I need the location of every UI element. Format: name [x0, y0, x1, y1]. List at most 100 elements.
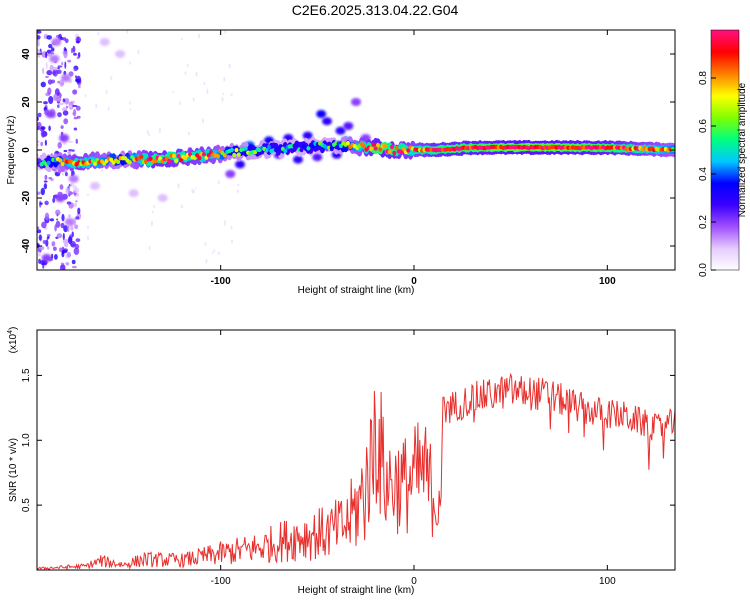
spectrogram-noise-point: [50, 47, 55, 52]
spectrogram-ridge: [37, 136, 675, 172]
spectrogram-ridge-core: [276, 147, 281, 152]
colorbar-cell: [711, 152, 739, 155]
spectrogram-y-ticks: -40 -20 0 20 40: [21, 48, 675, 253]
colorbar-cell: [711, 256, 739, 259]
spectrogram-blob: [115, 50, 126, 58]
colorbar-cell: [711, 130, 739, 133]
colorbar-cell: [711, 212, 739, 215]
spectrogram-noise-point: [41, 221, 47, 229]
colorbar-cell: [711, 166, 739, 169]
spectrogram-ridge-core: [46, 160, 51, 166]
spectrogram-noise-point: [57, 112, 62, 118]
spectrogram-blob: [45, 110, 56, 118]
colorbar-cell: [711, 202, 739, 205]
colorbar-cell: [711, 250, 739, 253]
spectrogram-noise-point: [151, 210, 154, 214]
spectrogram-x-label: Height of straight line (km): [298, 285, 415, 296]
colorbar-cell: [711, 56, 739, 59]
spectrogram-noise-point: [37, 140, 40, 143]
colorbar-cell: [711, 248, 739, 251]
spectrogram-noise-point: [73, 108, 77, 117]
snr-y-multiplier-base: (x10: [8, 333, 19, 353]
spectrogram-noise-point: [204, 241, 207, 246]
spectrogram-noise-point: [48, 43, 53, 49]
colorbar-cell: [711, 196, 739, 199]
colorbar-tick-label: 0.8: [698, 71, 709, 85]
spectrogram-noise-point: [64, 61, 67, 69]
spectrogram-blob: [55, 194, 66, 202]
spectrogram-panel: -100 0 100 -40 -20 0 20 40 Height of straight …: [6, 29, 676, 296]
colorbar-cell: [711, 260, 739, 263]
spectrogram-noise-point: [75, 238, 81, 243]
colorbar-cell: [711, 126, 739, 129]
spectrogram-noise-point: [73, 247, 80, 255]
colorbar: 0.0 0.2 0.4 0.6 0.8 Normalized spectral ampl…: [698, 29, 748, 277]
spectrogram-noise-point: [37, 42, 40, 47]
colorbar-cell: [711, 102, 739, 105]
colorbar-cell: [711, 138, 739, 141]
spectrogram-noise-point: [75, 216, 80, 220]
spectrogram-noise-point: [75, 138, 79, 144]
colorbar-cell: [711, 118, 739, 121]
spectrogram-noise-point: [129, 61, 131, 65]
colorbar-cell: [711, 184, 739, 187]
spectrogram-ridge-core: [306, 146, 311, 151]
spectrogram-noise-point: [75, 75, 77, 79]
spectrogram-ridge-core: [345, 141, 350, 146]
spectrogram-ridge-core: [195, 153, 200, 158]
spectrogram-noise-point: [71, 149, 75, 152]
spectrogram-noise-point: [46, 246, 50, 250]
snr-y-multiplier: (x104): [7, 327, 19, 354]
spectrogram-noise-point: [39, 202, 43, 205]
colorbar-cell: [711, 204, 739, 207]
spectrogram-noise-point: [66, 105, 68, 109]
spectrogram-blob: [293, 155, 303, 164]
spectrogram-noise-point: [38, 251, 41, 257]
colorbar-cell: [711, 70, 739, 73]
spectrogram-ridge-core: [362, 144, 367, 149]
colorbar-cell: [711, 104, 739, 107]
spectrogram-noise-point: [40, 81, 46, 88]
spectrogram-noise-point: [44, 212, 50, 221]
spectrogram-ridge-core: [387, 149, 392, 155]
spectrogram-noise-point: [47, 235, 50, 239]
colorbar-cell: [711, 232, 739, 235]
spectrogram-ridge-core: [383, 143, 387, 149]
colorbar-cell: [711, 266, 739, 269]
colorbar-frame: [710, 29, 740, 271]
spectrogram-ridge-core: [406, 148, 411, 153]
spectrogram-noise-point: [237, 183, 240, 187]
spectrogram-noise-point: [37, 30, 42, 34]
spectrogram-blob: [235, 160, 245, 169]
colorbar-cell: [711, 122, 739, 125]
spectrogram-y-tick-label: -20: [21, 190, 32, 205]
colorbar-cell: [711, 240, 739, 243]
spectrogram-noise-point: [57, 80, 60, 84]
spectrogram-noise-point: [69, 182, 74, 187]
spectrogram-noise-point: [60, 125, 64, 129]
spectrogram-noise-point: [40, 187, 45, 196]
colorbar-cell: [711, 96, 739, 99]
spectrogram-ridge-core: [371, 142, 376, 147]
spectrogram-noise-point: [51, 52, 55, 55]
colorbar-cell: [711, 144, 739, 147]
spectrogram-noise-point: [64, 242, 69, 248]
spectrogram-ridge-core: [401, 146, 406, 151]
colorbar-cell: [711, 226, 739, 229]
spectrogram-noise-point: [181, 37, 184, 41]
spectrogram-noise-point: [73, 127, 78, 131]
spectrogram-noise-point: [51, 241, 56, 247]
spectrogram-blob: [128, 189, 139, 198]
spectrogram-noise-point: [75, 78, 79, 82]
colorbar-cell: [711, 82, 739, 85]
spectrogram-noise-point: [56, 69, 62, 75]
colorbar-cell: [711, 186, 739, 189]
spectrogram-ridge-core: [109, 157, 114, 162]
colorbar-cell: [711, 116, 739, 119]
colorbar-cell: [711, 32, 739, 35]
colorbar-cell: [711, 264, 739, 267]
spectrogram-ridge-core: [216, 154, 220, 159]
spectrogram-noise-point: [37, 229, 42, 234]
colorbar-cell: [711, 242, 739, 245]
spectrogram-noise-point: [71, 259, 76, 265]
